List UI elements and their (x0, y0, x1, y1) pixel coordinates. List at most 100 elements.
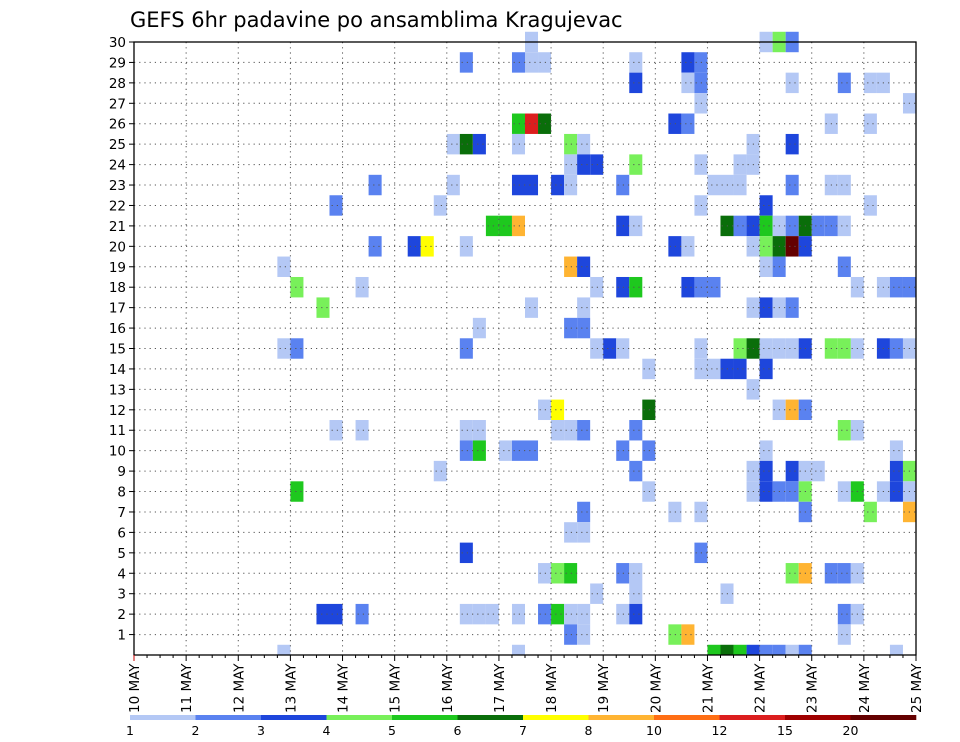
heatmap-cell (551, 399, 565, 421)
legend-swatch (588, 715, 655, 720)
legend-swatch (392, 715, 458, 720)
heatmap-cell (590, 338, 604, 359)
heatmap-cell (798, 644, 812, 655)
heatmap-cell (564, 522, 578, 543)
heatmap-cell (472, 133, 486, 155)
heatmap-cell (629, 215, 643, 237)
heatmap-cell (564, 174, 578, 196)
heatmap-cell (707, 276, 721, 298)
heatmap-cell (459, 440, 473, 461)
legend-label: 7 (519, 723, 527, 738)
heatmap-cell (564, 154, 578, 175)
heatmap-cell (564, 603, 578, 625)
y-tick-label: 3 (117, 587, 126, 603)
heatmap-cell (889, 440, 903, 461)
y-tick-label: 7 (117, 505, 126, 521)
x-tick-label: 12 MAY (231, 663, 247, 713)
heatmap-cell (525, 113, 539, 134)
y-tick-label: 8 (117, 485, 126, 501)
heatmap-cell (837, 72, 851, 94)
heatmap-cell (525, 174, 539, 196)
heatmap-cell (538, 113, 552, 134)
heatmap-cell (446, 133, 460, 155)
heatmap-cells (277, 31, 916, 655)
heatmap-cell (785, 297, 799, 318)
heatmap-cell (551, 563, 565, 584)
heatmap-cell (407, 236, 421, 257)
heatmap-cell (577, 133, 591, 155)
heatmap-cell (564, 317, 578, 339)
heatmap-cell (511, 174, 525, 196)
y-tick-label: 11 (109, 423, 126, 439)
legend-swatch (326, 715, 393, 720)
heatmap-cell (837, 256, 851, 277)
heatmap-cell (746, 644, 760, 655)
heatmap-cell (420, 236, 434, 257)
y-tick-label: 29 (109, 55, 126, 71)
heatmap-cell (837, 420, 851, 441)
heatmap-cell (733, 644, 747, 655)
heatmap-cell (355, 276, 369, 298)
heatmap-cell (472, 440, 486, 461)
heatmap-cell (433, 195, 447, 216)
heatmap-cell (889, 276, 903, 298)
y-tick-label: 1 (117, 628, 126, 644)
heatmap-cell (785, 215, 799, 237)
heatmap-cell (681, 113, 695, 134)
heatmap-cell (577, 522, 591, 543)
legend-label: 20 (843, 723, 859, 738)
y-tick-label: 17 (109, 301, 126, 317)
heatmap-cell (511, 133, 525, 155)
legend-label: 3 (257, 723, 265, 738)
y-tick-label: 6 (117, 525, 126, 541)
heatmap-cell (459, 338, 473, 359)
heatmap-cell (277, 644, 291, 655)
heatmap-cell (459, 603, 473, 625)
heatmap-cell (837, 174, 851, 196)
y-tick-label: 20 (109, 239, 126, 255)
heatmap-cell (485, 603, 499, 625)
heatmap-cell (459, 133, 473, 155)
heatmap-cell (616, 563, 630, 584)
y-tick-label: 27 (109, 96, 126, 112)
heatmap-cell (577, 256, 591, 277)
heatmap-cell (837, 624, 851, 645)
legend-label: 5 (388, 723, 396, 738)
heatmap-cell (733, 154, 747, 175)
heatmap-cell (511, 603, 525, 625)
x-axis: 10 MAY 11 MAY 12 MAY 13 MAY 14 MAY 15 MAY 16 M… (127, 655, 925, 713)
x-tick-label: 23 MAY (805, 663, 821, 713)
heatmap-cell (525, 52, 539, 73)
heatmap-cell (616, 174, 630, 196)
heatmap-cell (577, 603, 591, 625)
heatmap-cell (564, 420, 578, 441)
heatmap-cell (433, 460, 447, 482)
heatmap-cell (889, 460, 903, 482)
heatmap-cell (733, 338, 747, 359)
heatmap-cell (525, 440, 539, 461)
x-tick-label: 20 MAY (648, 663, 664, 713)
legend-swatch (719, 715, 786, 720)
heatmap-cell (759, 256, 773, 277)
x-tick-label: 15 MAY (388, 663, 404, 713)
heatmap-cell (707, 174, 721, 196)
heatmap-cell (863, 501, 877, 523)
heatmap-cell (498, 215, 512, 237)
heatmap-cell (511, 52, 525, 73)
y-tick-label: 14 (109, 362, 126, 378)
x-tick-label: 21 MAY (700, 663, 716, 713)
y-tick-label: 10 (109, 444, 126, 460)
heatmap-cell (316, 297, 330, 318)
heatmap-cell (564, 133, 578, 155)
x-tick-label: 10 MAY (127, 663, 143, 713)
y-tick-label: 24 (109, 158, 126, 174)
heatmap-cell (707, 644, 721, 655)
heatmap-cell (538, 399, 552, 421)
heatmap-cell (759, 236, 773, 257)
x-tick-label: 17 MAY (492, 663, 508, 713)
legend-swatch (785, 715, 851, 720)
heatmap-cell (863, 113, 877, 134)
heatmap-cell (485, 215, 499, 237)
x-tick-label: 18 MAY (544, 663, 560, 713)
heatmap-cell (329, 603, 343, 625)
